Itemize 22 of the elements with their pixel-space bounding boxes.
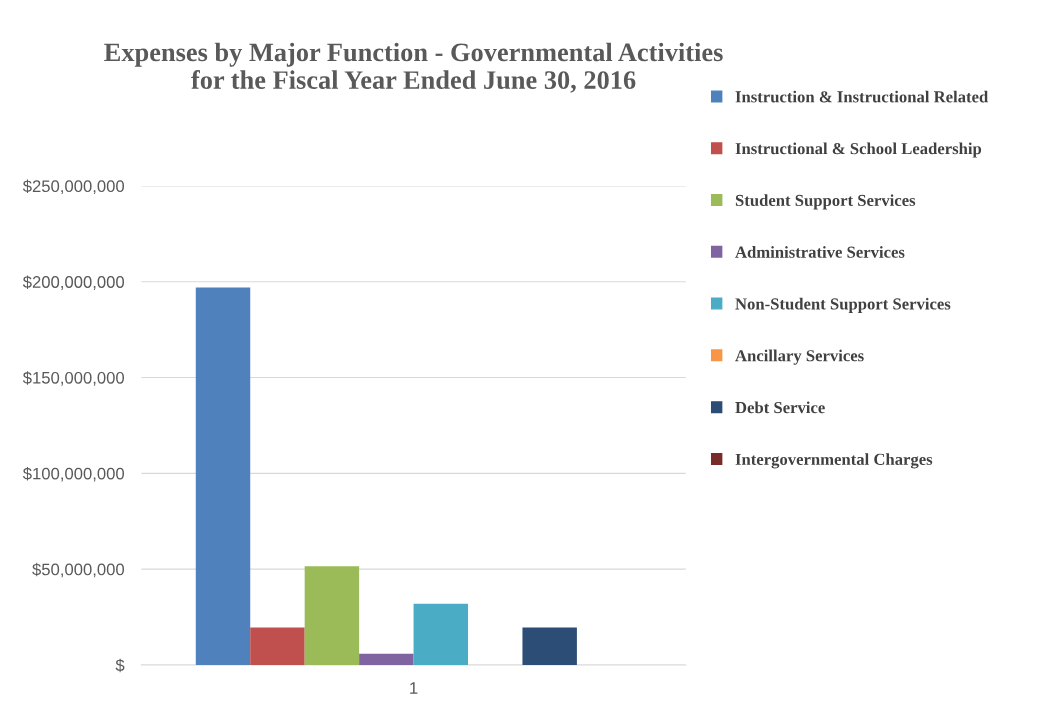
legend-label: Non-Student Support Services xyxy=(735,297,951,313)
chart-title: Expenses by Major Function - Governmental Activities for the Fiscal Year Ended June 30, 2016 xyxy=(104,42,723,93)
legend-label: Instructional & School Leadership xyxy=(735,142,982,158)
legend-label: Student Support Services xyxy=(735,194,916,210)
y-tick-label: $100,000,000 xyxy=(22,467,125,482)
legend-label: Ancillary Services xyxy=(735,349,864,365)
legend-label: Instruction & Instructional Related xyxy=(735,90,989,103)
bar xyxy=(250,627,305,665)
bar xyxy=(522,627,577,665)
y-tick-label: $200,000,000 xyxy=(22,275,125,290)
bar xyxy=(359,653,414,665)
x-tick-label: 1 xyxy=(410,682,418,694)
legend-label: Intergovernmental Charges xyxy=(735,453,933,469)
y-tick-label: $150,000,000 xyxy=(22,371,125,386)
bar xyxy=(304,566,360,665)
legend-label: Administrative Services xyxy=(735,246,905,258)
y-tick-label: $50,000,000 xyxy=(32,562,125,578)
bar xyxy=(413,603,469,665)
legend-label: Debt Service xyxy=(735,401,825,414)
y-tick-label: $ xyxy=(115,658,125,673)
y-tick-label: $250,000,000 xyxy=(22,179,125,195)
bar xyxy=(195,287,251,665)
